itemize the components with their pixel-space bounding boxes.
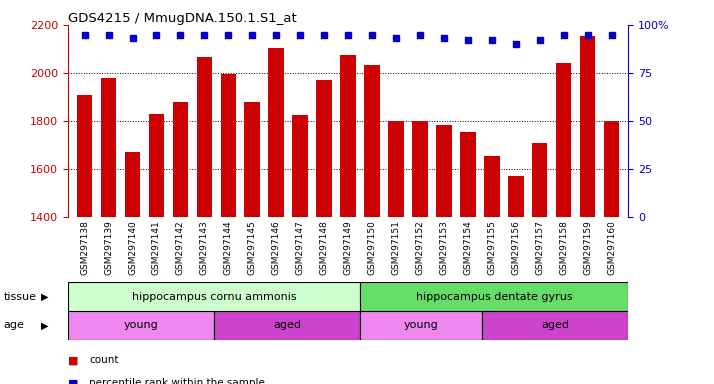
Text: GSM297138: GSM297138: [80, 220, 89, 275]
Text: GSM297152: GSM297152: [416, 220, 424, 275]
Bar: [361, 311, 482, 340]
Bar: [268, 48, 284, 217]
Text: GSM297151: GSM297151: [391, 220, 401, 275]
Text: GSM297139: GSM297139: [104, 220, 113, 275]
Text: GSM297140: GSM297140: [128, 220, 137, 275]
Text: aged: aged: [541, 320, 569, 331]
Text: GSM297145: GSM297145: [248, 220, 257, 275]
Text: GSM297147: GSM297147: [296, 220, 305, 275]
Text: GSM297158: GSM297158: [559, 220, 568, 275]
Text: GSM297154: GSM297154: [463, 220, 473, 275]
Text: GSM297157: GSM297157: [536, 220, 544, 275]
Bar: [101, 78, 116, 217]
Text: GSM297153: GSM297153: [439, 220, 448, 275]
Bar: [293, 115, 308, 217]
Bar: [149, 114, 164, 217]
Bar: [173, 102, 188, 217]
Bar: [436, 124, 452, 217]
Bar: [361, 282, 628, 311]
Bar: [68, 282, 361, 311]
Text: GSM297150: GSM297150: [368, 220, 376, 275]
Text: young: young: [404, 320, 438, 331]
Bar: [221, 74, 236, 217]
Text: GSM297149: GSM297149: [343, 220, 353, 275]
Text: GSM297148: GSM297148: [320, 220, 328, 275]
Bar: [316, 80, 332, 217]
Text: ▶: ▶: [41, 320, 49, 331]
Bar: [508, 176, 523, 217]
Bar: [244, 102, 260, 217]
Text: GSM297146: GSM297146: [272, 220, 281, 275]
Bar: [484, 156, 500, 217]
Text: age: age: [4, 320, 24, 331]
Bar: [77, 94, 92, 217]
Bar: [364, 65, 380, 217]
Text: young: young: [124, 320, 159, 331]
Text: GSM297160: GSM297160: [607, 220, 616, 275]
Text: hippocampus dentate gyrus: hippocampus dentate gyrus: [416, 291, 573, 302]
Text: GDS4215 / MmugDNA.150.1.S1_at: GDS4215 / MmugDNA.150.1.S1_at: [68, 12, 296, 25]
Bar: [68, 311, 214, 340]
Text: GSM297142: GSM297142: [176, 220, 185, 275]
Bar: [460, 132, 476, 217]
Bar: [412, 121, 428, 217]
Bar: [482, 311, 628, 340]
Text: ■: ■: [68, 355, 79, 365]
Text: count: count: [89, 355, 119, 365]
Bar: [604, 121, 619, 217]
Text: GSM297141: GSM297141: [152, 220, 161, 275]
Text: GSM297156: GSM297156: [511, 220, 521, 275]
Text: hippocampus cornu ammonis: hippocampus cornu ammonis: [131, 291, 296, 302]
Bar: [214, 311, 361, 340]
Text: ■: ■: [68, 378, 79, 384]
Text: tissue: tissue: [4, 291, 36, 302]
Bar: [580, 36, 595, 217]
Text: GSM297155: GSM297155: [487, 220, 496, 275]
Bar: [341, 55, 356, 217]
Bar: [556, 63, 571, 217]
Bar: [196, 57, 212, 217]
Text: GSM297143: GSM297143: [200, 220, 209, 275]
Text: ▶: ▶: [41, 291, 49, 302]
Text: GSM297159: GSM297159: [583, 220, 592, 275]
Bar: [125, 152, 140, 217]
Text: GSM297144: GSM297144: [223, 220, 233, 275]
Text: percentile rank within the sample: percentile rank within the sample: [89, 378, 265, 384]
Bar: [532, 142, 548, 217]
Text: aged: aged: [273, 320, 301, 331]
Bar: [388, 121, 403, 217]
